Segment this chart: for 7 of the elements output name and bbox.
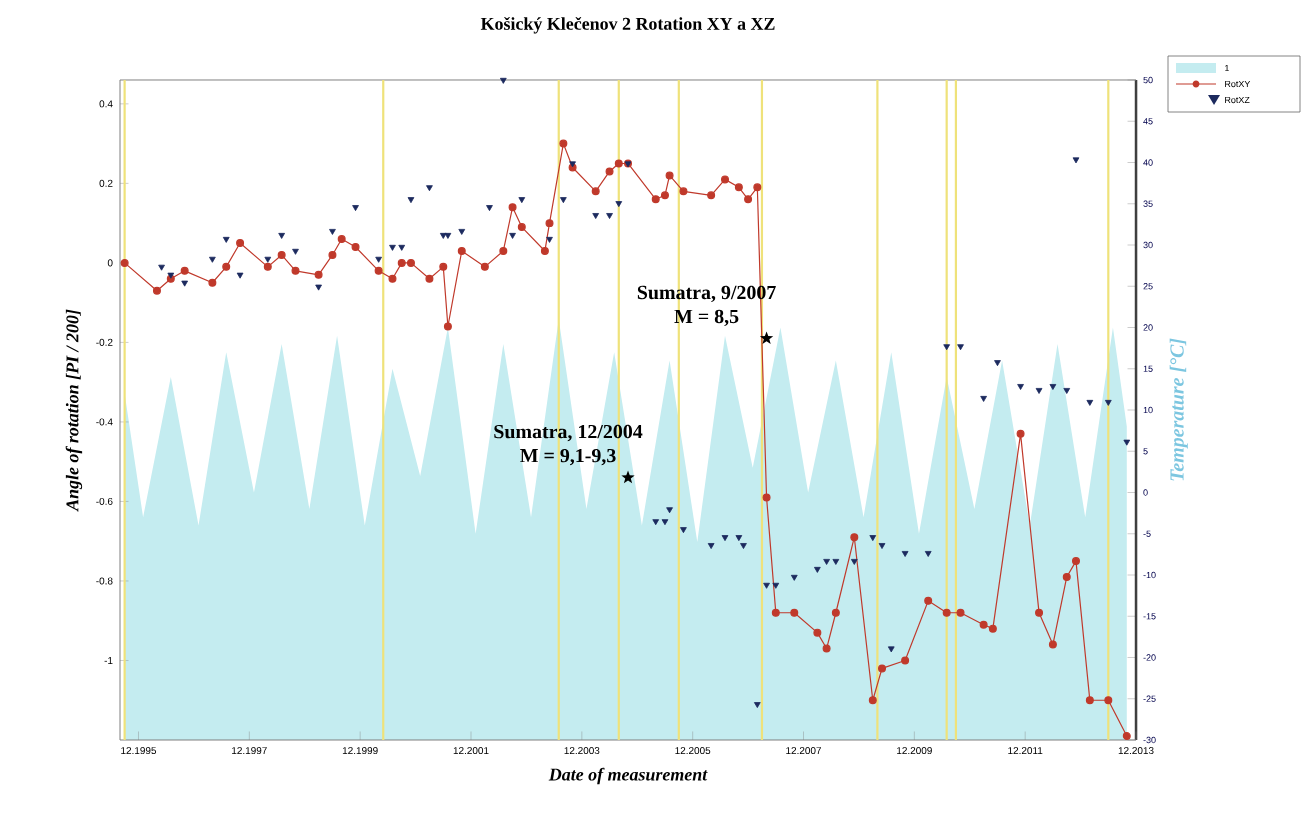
x-axis-title: Date of measurement bbox=[548, 767, 708, 785]
annotation: M = 8,5 bbox=[674, 309, 739, 327]
annotation: Sumatra, 12/2004 bbox=[494, 424, 643, 442]
y2-axis-title: Temperature [°C] bbox=[1169, 338, 1188, 481]
y-axis-title: Angle of rotation [PI / 200] bbox=[65, 309, 83, 512]
annotation: M = 9,1-9,3 bbox=[520, 448, 616, 466]
chart-title: Košický Klečenov 2 Rotation XY a XZ bbox=[480, 17, 775, 34]
